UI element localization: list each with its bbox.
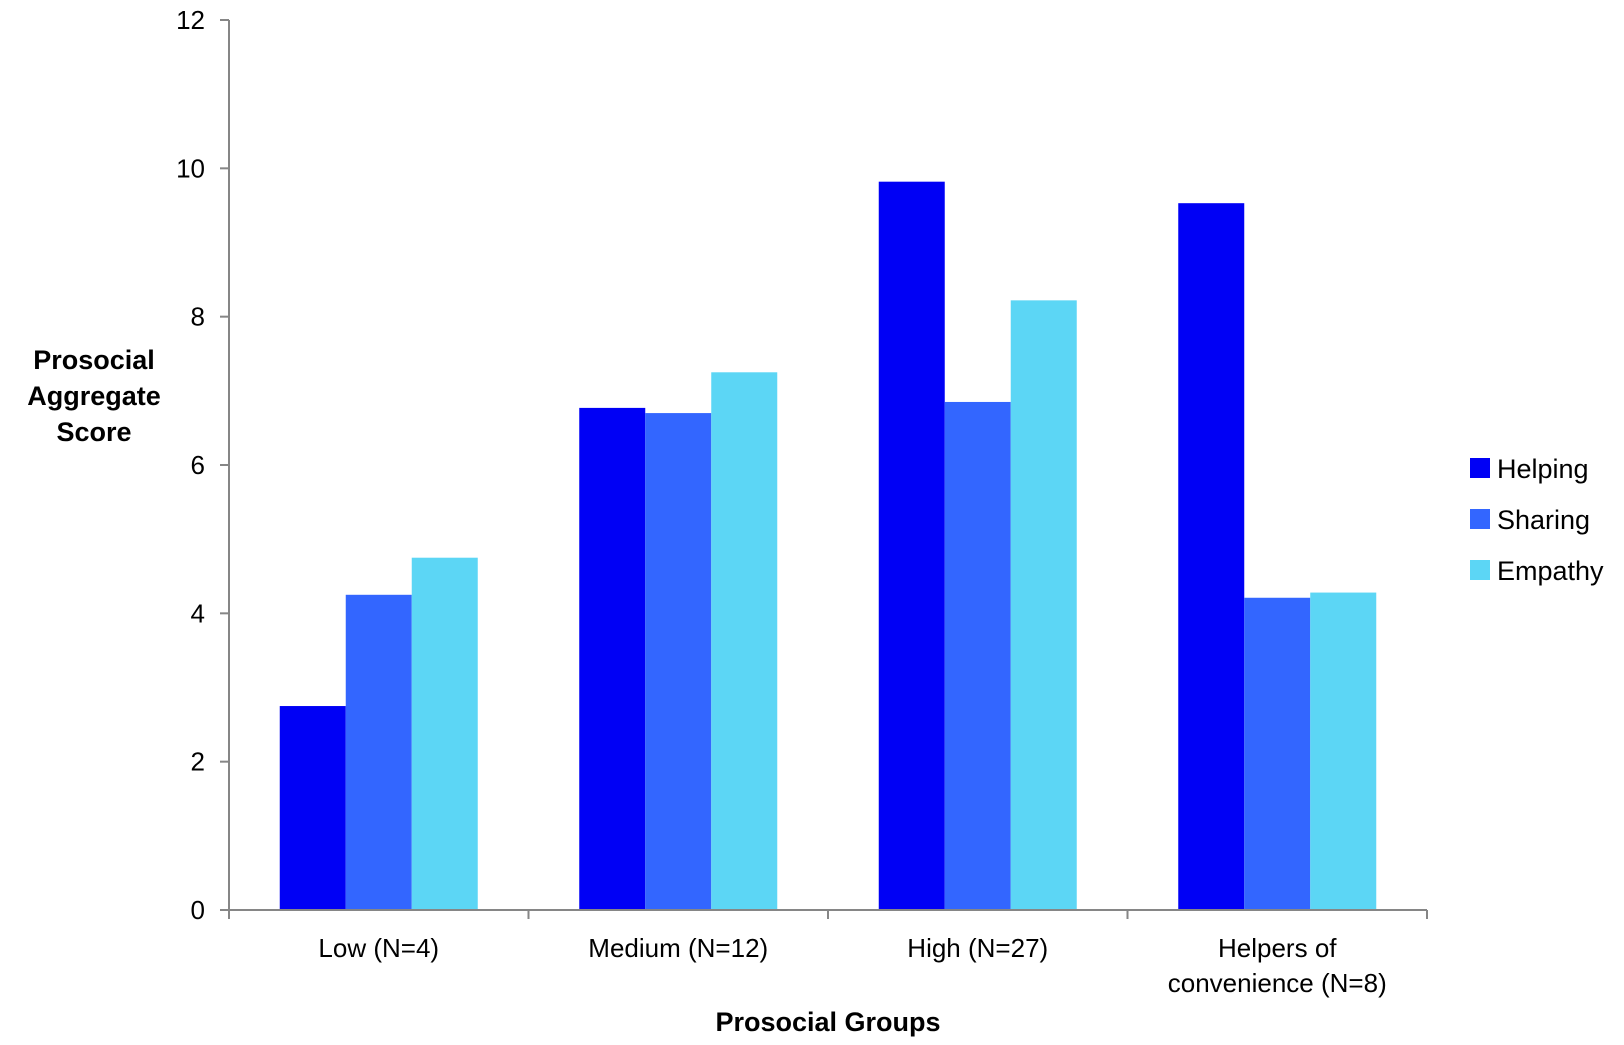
y-tick-label: 12 xyxy=(176,5,205,35)
y-tick-label: 4 xyxy=(191,598,205,628)
bar-helping-3 xyxy=(1178,203,1245,911)
legend-label-sharing: Sharing xyxy=(1497,505,1590,535)
y-axis-title: Prosocial xyxy=(33,345,155,375)
bars-layer xyxy=(279,181,1377,911)
bar-sharing-3 xyxy=(1244,597,1311,910)
bar-helping-0 xyxy=(279,706,346,910)
bar-sharing-1 xyxy=(645,413,712,910)
x-tick-label: Medium (N=12) xyxy=(588,933,768,963)
legend: Helping Sharing Empathy xyxy=(1470,454,1604,586)
bar-empathy-3 xyxy=(1310,592,1377,910)
y-tick-label: 2 xyxy=(191,747,205,777)
x-tick-label: convenience (N=8) xyxy=(1168,968,1387,998)
bar-sharing-0 xyxy=(345,594,412,910)
bar-empathy-0 xyxy=(411,557,478,910)
y-axis-title: Score xyxy=(56,417,131,447)
legend-swatch-helping xyxy=(1470,458,1490,478)
legend-label-empathy: Empathy xyxy=(1497,556,1604,586)
bar-empathy-2 xyxy=(1010,300,1077,911)
axes-layer xyxy=(220,19,1428,919)
bar-sharing-2 xyxy=(944,401,1011,910)
y-tick-label: 6 xyxy=(191,450,205,480)
x-tick-label: Helpers of xyxy=(1218,933,1337,963)
x-tick-label: High (N=27) xyxy=(907,933,1048,963)
x-tick-label: Low (N=4) xyxy=(318,933,439,963)
bar-helping-2 xyxy=(878,181,945,910)
x-axis-title: Prosocial Groups xyxy=(715,1007,940,1037)
legend-swatch-empathy xyxy=(1470,560,1490,580)
bar-empathy-1 xyxy=(711,372,778,911)
legend-swatch-sharing xyxy=(1470,509,1490,529)
bar-helping-1 xyxy=(579,407,646,910)
y-tick-label: 0 xyxy=(191,895,205,925)
y-tick-label: 8 xyxy=(191,302,205,332)
y-tick-label: 10 xyxy=(176,153,205,183)
labels-layer: 0 2 4 6 8 10 12 Low (N=4) Medium (N=12) High (N=2… xyxy=(27,5,1387,1037)
legend-label-helping: Helping xyxy=(1497,454,1589,484)
y-axis-title: Aggregate xyxy=(27,381,161,411)
